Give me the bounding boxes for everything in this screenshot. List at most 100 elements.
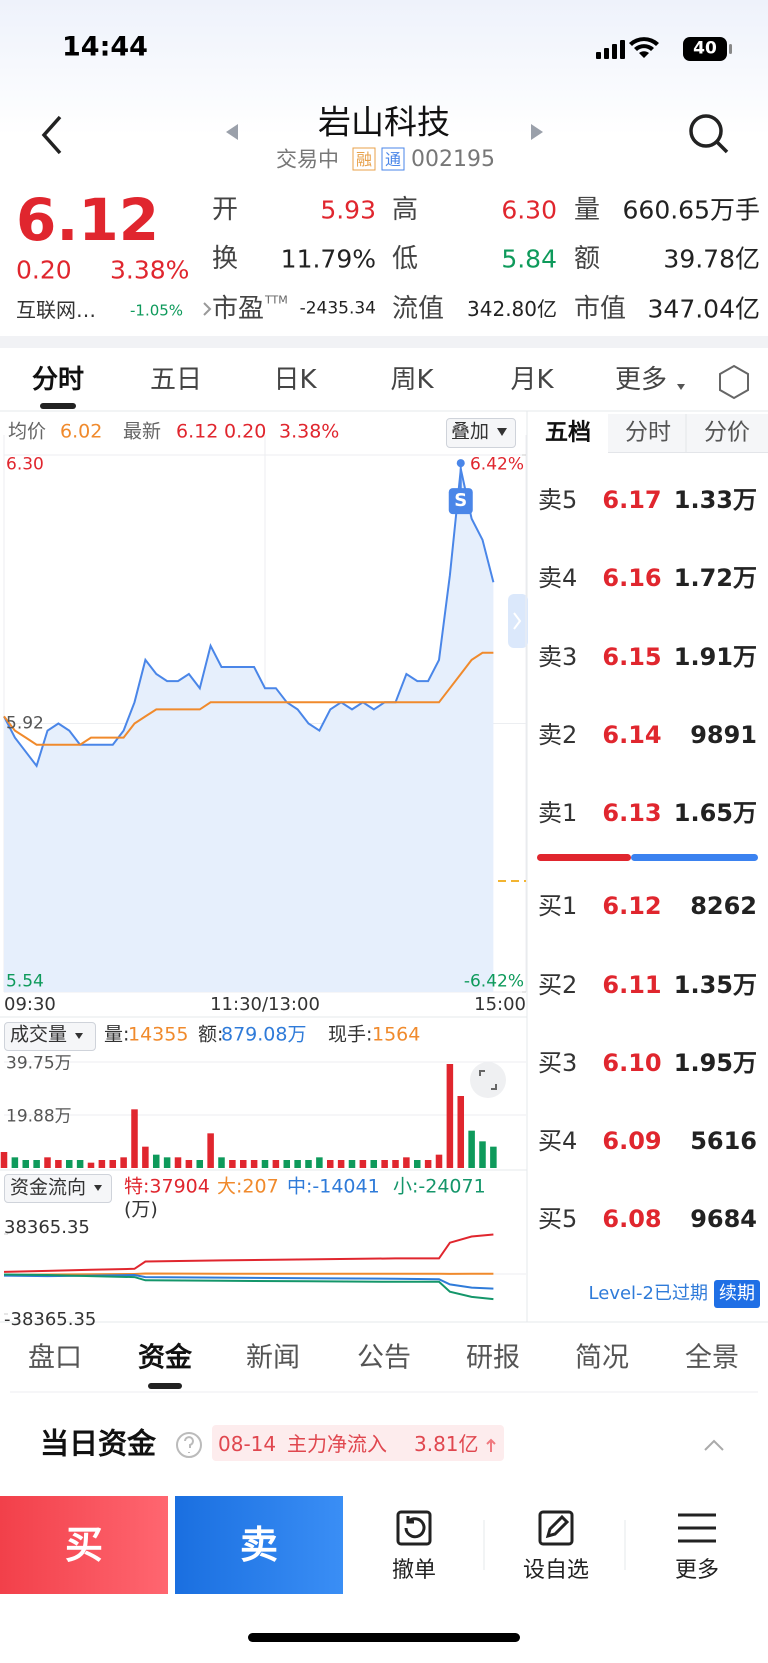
bottom-tab[interactable]: 盘口	[28, 1342, 82, 1374]
volume-stat-value: 1564	[372, 1023, 421, 1046]
sell-button[interactable]	[175, 1496, 343, 1594]
volume-bar	[218, 1157, 225, 1168]
stat-label: 换	[212, 244, 239, 274]
order-volume: 9684	[690, 1205, 757, 1233]
order-price: 6.13	[602, 799, 662, 827]
dropdown-arrow	[75, 1033, 83, 1039]
volume-bar	[131, 1109, 138, 1168]
flow-label[interactable]: 资金流向	[10, 1176, 87, 1199]
y-tick-label: 5.92	[6, 713, 44, 733]
stat-value: 6.30	[501, 195, 557, 225]
next-icon[interactable]	[531, 124, 543, 140]
menu-icon[interactable]	[678, 1513, 716, 1543]
order-label: 卖4	[538, 564, 578, 592]
volume-bar	[152, 1154, 160, 1168]
order-tabs-bg	[608, 414, 768, 453]
y-tick-label: -38365.35	[4, 1309, 97, 1330]
action-label[interactable]: 更多	[674, 1558, 720, 1583]
chart-tab[interactable]: 周K	[390, 365, 434, 395]
volume-stat-label: 额:	[198, 1023, 224, 1046]
price: 6.12	[16, 186, 160, 254]
order-tab[interactable]: 分价	[704, 419, 750, 446]
bottom-tab[interactable]: 全景	[685, 1342, 739, 1374]
bottom-tab[interactable]: 简况	[575, 1342, 629, 1374]
overlay-button[interactable]	[446, 418, 516, 448]
chart-tab[interactable]: 日K	[273, 365, 317, 395]
renew-button[interactable]	[714, 1280, 760, 1308]
stock-name: 岩山科技	[318, 102, 450, 142]
chart-tab[interactable]: 月K	[510, 365, 554, 395]
volume-bar	[163, 1157, 171, 1168]
order-tab[interactable]: 五档	[545, 419, 591, 446]
help-icon[interactable]	[176, 1432, 202, 1458]
volume-bar	[348, 1160, 356, 1168]
volume-bar	[98, 1160, 106, 1168]
cancel-icon[interactable]	[396, 1510, 432, 1546]
avg-price: 6.02	[60, 420, 103, 443]
y-tick-label: 6.30	[6, 454, 44, 475]
badge-box	[352, 147, 376, 171]
chart-tab[interactable]: 分时	[31, 365, 85, 395]
volume-bar	[283, 1160, 291, 1168]
action-label[interactable]: 撤单	[391, 1558, 437, 1583]
order-price: 6.11	[602, 971, 662, 999]
section-title: 当日资金	[40, 1426, 157, 1461]
badge-box	[381, 147, 405, 171]
volume-bar	[65, 1160, 73, 1168]
volume-bar	[435, 1154, 443, 1168]
more-arrow	[677, 384, 685, 390]
volume-bar	[261, 1160, 269, 1168]
flow-legend: 小:-24071	[393, 1175, 486, 1198]
badge: 融	[355, 150, 373, 169]
chart-tab[interactable]: 更多	[614, 365, 668, 395]
y2-tick-label: 6.42%	[469, 454, 524, 475]
prev-icon[interactable]	[226, 124, 238, 140]
volume-bar	[326, 1160, 334, 1168]
search-icon[interactable]	[689, 114, 729, 154]
order-volume: 1.35万	[673, 971, 757, 999]
tab-underline	[148, 1383, 182, 1389]
volume-bar	[272, 1160, 280, 1168]
sector[interactable]: 互联网…	[16, 298, 96, 322]
order-label: 买1	[538, 892, 578, 920]
ratio-bar-sell	[537, 854, 631, 861]
price-area	[4, 469, 494, 993]
volume-stat-value: 14355	[128, 1023, 189, 1046]
bottom-tab[interactable]: 资金	[138, 1342, 192, 1374]
sell-label[interactable]: 卖	[239, 1523, 279, 1567]
volume-bar	[185, 1160, 193, 1168]
sector-arrow[interactable]	[203, 302, 212, 316]
volume-label[interactable]: 成交量	[10, 1023, 68, 1046]
action-label[interactable]: 设自选	[522, 1558, 590, 1583]
watch-icon[interactable]	[538, 1510, 574, 1546]
volume-bar	[316, 1157, 323, 1168]
bottom-tab[interactable]: 新闻	[246, 1342, 300, 1374]
expand-button[interactable]	[470, 1062, 506, 1098]
volume-bar	[174, 1157, 182, 1168]
order-label: 买2	[538, 971, 578, 999]
flow-legend: 特:37904	[124, 1175, 210, 1198]
info-label: 均价	[8, 420, 47, 443]
volume-bar	[11, 1157, 19, 1168]
overlay-label[interactable]: 叠加	[451, 420, 490, 443]
chart-tab[interactable]: 五日	[149, 365, 203, 395]
settings-icon[interactable]	[719, 364, 749, 400]
collapse-tab[interactable]	[508, 594, 528, 648]
ratio-bar-buy	[631, 854, 758, 861]
back-icon[interactable]	[41, 115, 62, 155]
bottom-tab[interactable]: 研报	[466, 1342, 520, 1374]
trade-status: 交易中	[276, 147, 339, 172]
stat-label: 高	[392, 195, 419, 225]
order-tab[interactable]: 分时	[625, 419, 671, 446]
bottom-tab[interactable]: 公告	[357, 1342, 411, 1374]
stat-label: 额	[574, 244, 601, 274]
collapse-icon[interactable]	[704, 1439, 724, 1451]
volume-bar	[294, 1160, 301, 1168]
help-mark	[184, 1436, 194, 1453]
order-volume: 8262	[690, 892, 757, 920]
renew-label[interactable]: 续期	[719, 1283, 755, 1304]
buy-label[interactable]: 买	[64, 1523, 104, 1567]
flow-selector[interactable]	[4, 1174, 112, 1203]
buy-button[interactable]	[0, 1496, 168, 1594]
